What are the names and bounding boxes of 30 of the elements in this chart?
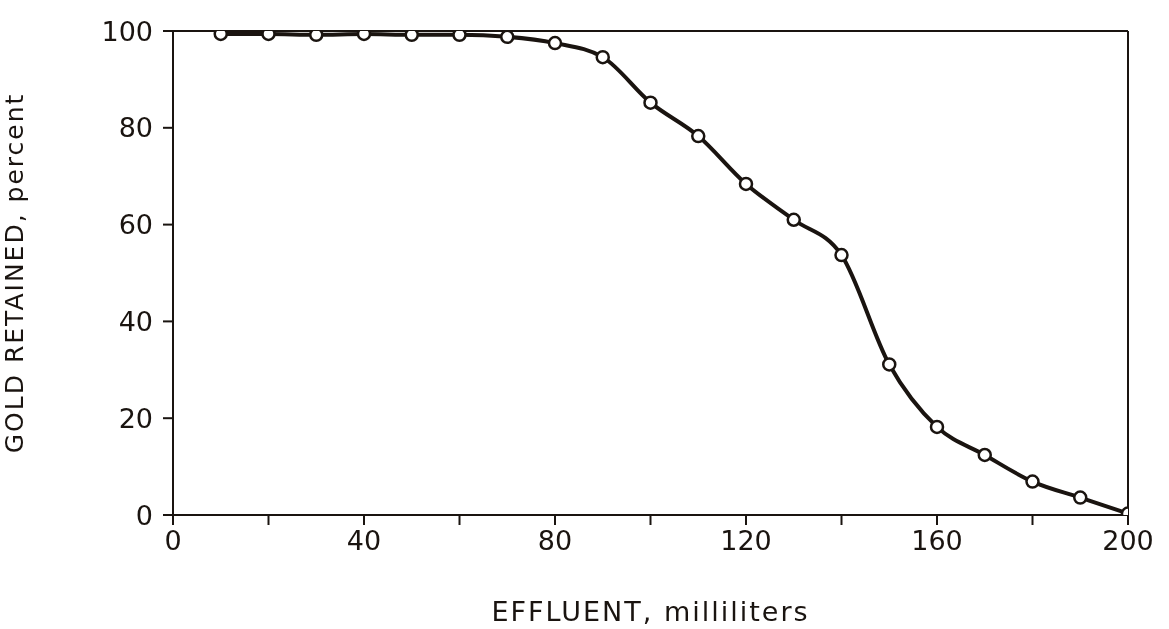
point	[1073, 490, 1088, 505]
point	[786, 212, 801, 228]
y-tick-label: 20	[118, 402, 153, 434]
x-tick-label: 120	[720, 525, 772, 557]
y-tick-label: 60	[118, 209, 153, 241]
point	[882, 357, 897, 372]
y-tick-label: 40	[118, 305, 153, 337]
x-tick-label: 0	[164, 525, 182, 557]
point	[595, 49, 610, 65]
y-axis-title: GOLD RETAINED, percent	[0, 92, 29, 454]
y-tick-label: 100	[101, 15, 153, 47]
point	[1025, 474, 1040, 489]
x-tick-label: 40	[346, 525, 382, 557]
point	[309, 31, 324, 43]
point	[500, 31, 515, 45]
point	[691, 128, 706, 144]
point	[452, 31, 467, 43]
point	[547, 35, 563, 51]
point	[738, 176, 754, 192]
x-axis-title: EFFLUENT, milliliters	[491, 596, 810, 627]
point	[977, 447, 992, 463]
point	[643, 95, 658, 110]
x-tick-label: 80	[537, 525, 573, 557]
y-tick-label: 0	[135, 499, 153, 531]
y-tick-label: 80	[118, 112, 153, 144]
x-tick-label: 200	[1102, 525, 1154, 557]
point	[929, 419, 945, 435]
point	[404, 31, 419, 43]
point	[834, 247, 849, 263]
x-tick-label: 160	[911, 525, 963, 557]
